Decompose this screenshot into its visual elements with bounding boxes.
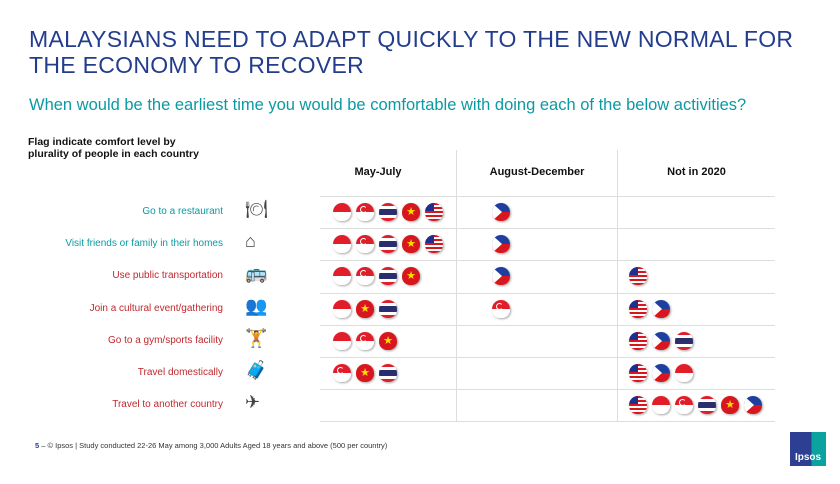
gym-icon: 🏋 (245, 327, 268, 348)
flag-singapore-icon (675, 396, 693, 415)
luggage-icon: 🧳 (245, 360, 268, 380)
flag-thailand-icon (379, 203, 397, 221)
flag-indonesia-icon (333, 203, 351, 221)
flag-indonesia-icon (652, 396, 670, 415)
table-row: Join a cultural event/gathering 👥 ★ (0, 293, 840, 325)
flag-philippines-icon (492, 267, 510, 286)
question-subtitle: When would be the earliest time you woul… (29, 96, 747, 114)
flag-thailand-icon (379, 267, 397, 286)
flag-singapore-icon (356, 235, 374, 254)
flag-malaysia-icon (629, 331, 647, 350)
plane-icon: ✈ (245, 392, 261, 413)
footer: 5 – © Ipsos | Study conducted 22-26 May … (35, 441, 387, 450)
flag-vietnam-icon: ★ (379, 331, 397, 350)
cell-may-july: ★ (333, 203, 443, 221)
flag-philippines-icon (744, 396, 762, 415)
activity-label: Travel to another country (112, 399, 223, 411)
flag-singapore-icon (356, 267, 374, 286)
table-row: Visit friends or family in their homes ⌂ ★ (0, 228, 840, 260)
flag-vietnam-icon: ★ (402, 267, 420, 286)
row-divider (320, 260, 775, 262)
row-divider (320, 292, 775, 294)
home-visit-icon: ⌂ (245, 231, 256, 252)
cell-may-july: ★ (333, 235, 443, 254)
table-row: Travel to another country ✈ ★ (0, 389, 840, 421)
crowd-icon: 👥 (245, 295, 268, 316)
cell-not-2020 (629, 364, 693, 382)
cell-not-2020 (629, 331, 693, 350)
activity-label: Travel domestically (137, 367, 223, 378)
column-header-not-2020: Not in 2020 (667, 166, 726, 178)
table-row: Go to a gym/sports facility 🏋 ★ (0, 325, 840, 357)
cell-not-2020 (629, 299, 670, 318)
row-divider (320, 357, 775, 358)
cell-may-july: ★ (333, 364, 397, 382)
flag-thailand-icon (675, 331, 693, 350)
cell-may-july: ★ (333, 331, 397, 350)
table-row: Go to a restaurant 🍽 ★ (0, 196, 840, 228)
row-divider (320, 228, 775, 230)
flag-vietnam-icon: ★ (356, 299, 374, 318)
flag-philippines-icon (652, 331, 670, 350)
flag-thailand-icon (379, 299, 397, 318)
flag-philippines-icon (652, 299, 670, 318)
row-divider (320, 421, 775, 423)
flag-vietnam-icon: ★ (402, 235, 420, 254)
flag-philippines-icon (492, 203, 510, 221)
cell-aug-dec (492, 235, 510, 254)
flag-vietnam-icon: ★ (356, 364, 374, 382)
flag-indonesia-icon (675, 364, 693, 382)
footer-text: – © Ipsos | Study conducted 22-26 May am… (41, 441, 388, 450)
flag-malaysia-icon (629, 364, 647, 382)
ipsos-logo: Ipsos (790, 432, 826, 466)
cell-may-july: ★ (333, 299, 397, 318)
row-divider (320, 324, 775, 326)
column-header-may-july: May-July (354, 166, 402, 178)
flag-singapore-icon (333, 364, 351, 382)
activity-label: Go to a gym/sports facility (107, 334, 223, 346)
legend-note: Flag indicate comfort level by plurality… (28, 136, 199, 160)
cell-aug-dec (492, 299, 510, 318)
activity-label: Go to a restaurant (142, 206, 223, 217)
flag-indonesia-icon (333, 235, 351, 254)
flag-thailand-icon (379, 235, 397, 254)
row-divider (320, 196, 775, 197)
flag-indonesia-icon (333, 267, 351, 286)
restaurant-icon: 🍽 (245, 199, 268, 219)
cell-not-2020: ★ (629, 396, 762, 415)
table-row: Use public transportation 🚌 ★ (0, 260, 840, 292)
table-row: Travel domestically 🧳 ★ (0, 357, 840, 389)
column-header-aug-dec: August-December (489, 166, 585, 178)
flag-philippines-icon (652, 364, 670, 382)
cell-aug-dec (492, 267, 510, 286)
flag-philippines-icon (492, 235, 510, 254)
cell-aug-dec (492, 203, 510, 221)
flag-malaysia-icon (425, 203, 443, 221)
column-divider (456, 150, 457, 422)
row-divider (320, 389, 775, 391)
flag-singapore-icon (356, 331, 374, 350)
activity-label: Join a cultural event/gathering (89, 302, 223, 314)
flag-malaysia-icon (629, 299, 647, 318)
page-number: 5 (35, 441, 40, 450)
cell-may-july: ★ (333, 267, 420, 286)
flag-malaysia-icon (425, 235, 443, 254)
flag-singapore-icon (492, 299, 510, 318)
cell-not-2020 (629, 267, 647, 286)
flag-vietnam-icon: ★ (402, 203, 420, 221)
page-title: MALAYSIANS NEED TO ADAPT QUICKLY TO THE … (29, 26, 794, 78)
flag-singapore-icon (356, 203, 374, 221)
flag-malaysia-icon (629, 267, 647, 286)
activity-label: Visit friends or family in their homes (65, 238, 223, 250)
flag-malaysia-icon (629, 396, 647, 415)
column-divider (617, 150, 618, 422)
activity-label: Use public transportation (112, 270, 223, 282)
flag-indonesia-icon (333, 299, 351, 318)
flag-thailand-icon (379, 364, 397, 382)
flag-thailand-icon (698, 396, 716, 415)
bus-icon: 🚌 (245, 263, 268, 284)
flag-indonesia-icon (333, 331, 351, 350)
flag-vietnam-icon: ★ (721, 396, 739, 415)
